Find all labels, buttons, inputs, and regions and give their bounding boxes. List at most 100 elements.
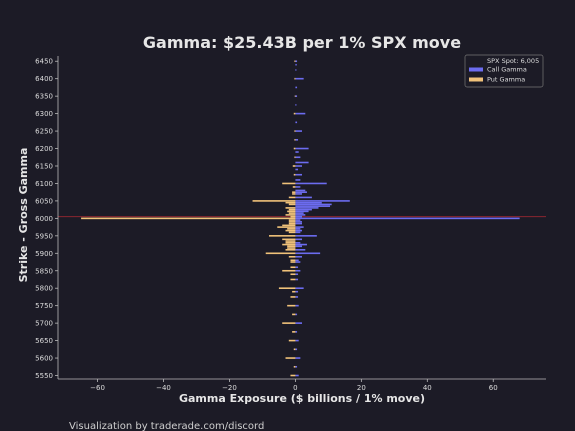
x-tick-label: 60 <box>489 384 498 392</box>
y-tick-label: 6100 <box>35 180 53 188</box>
put-gamma-bar <box>282 243 296 246</box>
call-gamma-bar <box>295 313 298 316</box>
put-gamma-bar <box>294 139 296 141</box>
y-tick-label: 5800 <box>35 285 53 293</box>
put-gamma-bar <box>288 221 296 223</box>
call-gamma-bar <box>295 290 299 293</box>
legend-box <box>464 54 544 88</box>
put-gamma-bar <box>290 215 296 218</box>
put-gamma-bar <box>290 278 296 281</box>
put-gamma-bar <box>285 201 296 204</box>
put-gamma-bar <box>294 130 296 132</box>
call-gamma-bar <box>295 156 301 159</box>
y-tick-label: 6200 <box>35 145 53 153</box>
call-gamma-bar <box>295 243 307 246</box>
put-gamma-bar <box>294 95 296 97</box>
legend: SPX Spot: 6,005 Call Gamma Put Gamma <box>464 54 544 88</box>
call-gamma-bar <box>295 168 299 171</box>
put-gamma-bar <box>292 165 296 167</box>
put-gamma-bar <box>293 112 296 115</box>
put-gamma-bar <box>287 304 296 307</box>
put-gamma-bar <box>287 247 296 249</box>
put-gamma-bar <box>288 219 296 221</box>
y-tick-label: 6050 <box>35 197 53 205</box>
put-gamma-bar <box>285 229 296 232</box>
put-gamma-bar <box>81 217 296 220</box>
x-tick-label: 20 <box>357 384 366 392</box>
put-gamma-bar <box>292 186 296 188</box>
put-gamma-bar <box>285 207 296 209</box>
y-tick-label: 5850 <box>35 267 53 275</box>
x-tick-label: −60 <box>90 384 105 392</box>
put-gamma-bar <box>294 156 296 159</box>
call-gamma-bar <box>295 139 299 141</box>
put-gamma-bar <box>292 290 296 293</box>
put-gamma-bar <box>292 331 296 333</box>
put-gamma-bar <box>265 252 296 255</box>
call-gamma-bar <box>295 165 302 167</box>
call-gamma-bar <box>295 228 301 230</box>
put-gamma-bar <box>282 182 296 185</box>
put-gamma-bar <box>288 222 296 225</box>
call-gamma-bar <box>295 147 309 150</box>
call-gamma-bar <box>295 130 302 132</box>
y-tick-label: 6450 <box>35 58 53 66</box>
put-gamma-bar <box>285 249 296 251</box>
call-gamma-bar <box>295 200 350 202</box>
legend-put-label: Put Gamma <box>487 76 525 84</box>
put-gamma-bar <box>288 255 296 258</box>
put-gamma-bar <box>287 228 296 230</box>
put-gamma-bar <box>282 238 296 241</box>
call-gamma-bar <box>295 226 304 228</box>
call-gamma-bar <box>295 296 299 298</box>
put-gamma-bar <box>287 245 296 248</box>
put-gamma-bar <box>269 235 296 237</box>
call-gamma-bar <box>295 229 302 232</box>
y-tick-label: 5900 <box>35 250 53 258</box>
call-gamma-bar <box>295 77 304 80</box>
call-gamma-bar <box>295 173 302 176</box>
y-tick-label: 5650 <box>35 337 53 345</box>
put-gamma-bar <box>282 322 296 324</box>
y-tick-label: 6250 <box>35 128 53 136</box>
call-gamma-bar <box>295 203 332 206</box>
call-gamma-bar <box>295 104 297 106</box>
put-gamma-bar <box>278 287 296 290</box>
put-gamma-bar <box>290 296 296 298</box>
call-gamma-bar <box>295 221 302 223</box>
call-gamma-bar <box>295 219 301 221</box>
call-gamma-bar <box>295 86 298 89</box>
put-gamma-bar <box>290 273 296 276</box>
call-gamma-bar <box>295 374 299 377</box>
put-gamma-bar <box>282 224 296 227</box>
y-tick-label: 5950 <box>35 232 53 240</box>
call-gamma-bar <box>295 63 297 66</box>
put-gamma-bar <box>287 210 296 213</box>
call-gamma-bar <box>295 205 331 207</box>
put-gamma-bar <box>277 226 296 228</box>
y-tick-label: 5750 <box>35 302 53 310</box>
call-gamma-bar <box>295 331 298 333</box>
call-gamma-bar <box>295 222 302 225</box>
call-gamma-bar <box>295 238 302 241</box>
call-gamma-bar <box>295 196 312 199</box>
legend-spot-label: SPX Spot: 6,005 <box>487 57 539 65</box>
call-gamma-bar <box>295 161 309 164</box>
put-gamma-bar <box>285 214 296 216</box>
call-gamma-bar <box>295 179 301 181</box>
call-gamma-bar <box>295 60 298 63</box>
chart-title: Gamma: $25.43B per 1% SPX move <box>143 33 461 52</box>
call-gamma-bar <box>295 322 302 324</box>
call-gamma-bar <box>295 151 299 153</box>
call-gamma-bar <box>295 231 301 234</box>
y-tick-label: 6400 <box>35 75 53 83</box>
put-gamma-bar <box>290 266 296 269</box>
call-gamma-bar <box>295 191 307 193</box>
call-gamma-bar <box>295 357 301 359</box>
call-gamma-bar <box>295 348 298 351</box>
legend-call-label: Call Gamma <box>487 66 527 74</box>
put-gamma-bar <box>288 203 296 206</box>
call-gamma-bar <box>295 214 306 216</box>
call-gamma-bar <box>295 287 304 290</box>
